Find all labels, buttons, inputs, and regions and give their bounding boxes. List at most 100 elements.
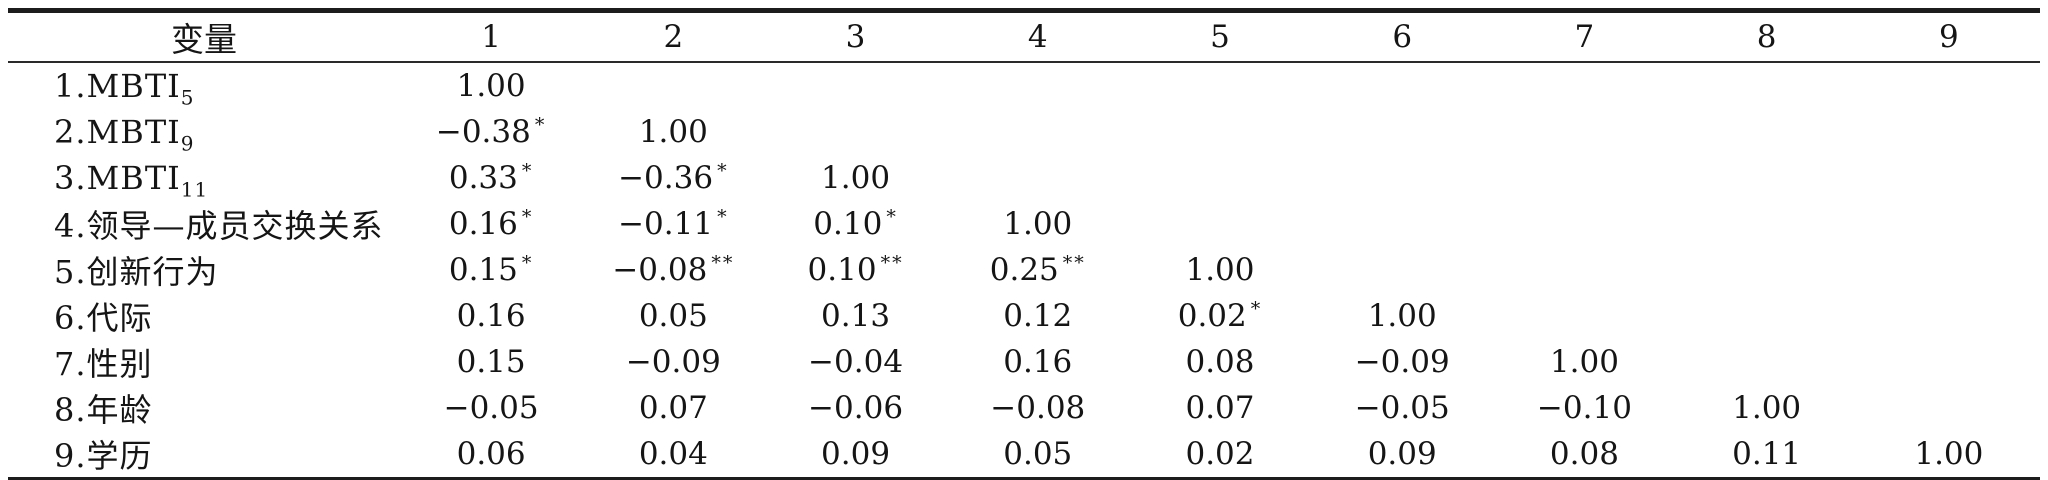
cell-r4-c7: [1493, 201, 1675, 247]
cell-r1-c4: [947, 62, 1129, 109]
cell-r2-c3: [764, 109, 946, 155]
correlation-value: 0.05: [638, 298, 708, 334]
cell-r4-c2: −0.11 *: [582, 201, 764, 247]
correlation-value: −0.38: [435, 114, 531, 150]
correlation-value: 0.25: [989, 252, 1059, 288]
correlation-value: 0.12: [1003, 298, 1073, 334]
cell-r4-c6: [1311, 201, 1493, 247]
cell-r7-c1: 0.15: [400, 339, 582, 385]
row-label: 7.性别: [8, 339, 400, 385]
cell-r4-c8: [1676, 201, 1858, 247]
header-col-7: 7: [1574, 19, 1595, 55]
correlation-value: 1.00: [821, 160, 891, 196]
significance-mark: *: [521, 205, 534, 228]
row-label: 3.MBTI11: [8, 155, 400, 201]
table-row: 3.MBTI11 0.33 * −0.36 * 1.00: [8, 155, 2040, 201]
row-label: 2.MBTI9: [8, 109, 400, 155]
correlation-value: −0.05: [1354, 390, 1450, 426]
correlation-value: −0.04: [808, 344, 904, 380]
header-col-9: 9: [1939, 19, 1959, 55]
row-label: 6.代际: [8, 293, 400, 339]
row-label-subscript: 11: [180, 177, 209, 202]
row-label-text: 5.创新行为: [54, 253, 219, 291]
row-label: 9.学历: [8, 431, 400, 480]
cell-r8-c7: −0.10: [1493, 385, 1675, 431]
correlation-value: 0.07: [1185, 390, 1255, 426]
cell-r5-c6: [1311, 247, 1493, 293]
cell-r4-c1: 0.16 *: [400, 201, 582, 247]
cell-r6-c9: [1858, 293, 2040, 339]
cell-r1-c9: [1858, 62, 2040, 109]
cell-r2-c2: 1.00: [582, 109, 764, 155]
table-row: 8.年龄 −0.05 0.07 −0.06 −0.08 0.07 −0.05 −0.10 1.0…: [8, 385, 2040, 431]
cell-r3-c1: 0.33 *: [400, 155, 582, 201]
correlation-value: 1.00: [1914, 436, 1984, 472]
cell-r1-c7: [1493, 62, 1675, 109]
correlation-value: 0.07: [638, 390, 708, 426]
header-col-3: 3: [845, 19, 866, 55]
cell-r5-c1: 0.15 *: [400, 247, 582, 293]
significance-mark: **: [711, 251, 735, 274]
table-row: 5.创新行为 0.15 * −0.08 ** 0.10 ** 0.25 ** 1.00: [8, 247, 2040, 293]
correlation-value: −0.08: [612, 252, 708, 288]
correlation-value: 0.13: [821, 298, 891, 334]
cell-r5-c5: 1.00: [1129, 247, 1311, 293]
cell-r1-c8: [1676, 62, 1858, 109]
header-col-8: 8: [1756, 19, 1777, 55]
cell-r8-c2: 0.07: [582, 385, 764, 431]
table-row: 1.MBTI5 1.00: [8, 62, 2040, 109]
cell-r5-c9: [1858, 247, 2040, 293]
cell-r4-c4: 1.00: [947, 201, 1129, 247]
table-row: 6.代际 0.16 0.05 0.13 0.12 0.02 * 1.00: [8, 293, 2040, 339]
row-label-text: 3.MBTI: [54, 159, 181, 197]
cell-r8-c5: 0.07: [1129, 385, 1311, 431]
cell-r7-c8: [1676, 339, 1858, 385]
cell-r9-c4: 0.05: [947, 431, 1129, 480]
correlation-value: 0.06: [456, 436, 526, 472]
correlation-value: 0.15: [456, 344, 526, 380]
correlation-value: 1.00: [1367, 298, 1437, 334]
header-col-4: 4: [1027, 19, 1048, 55]
correlation-value: 0.16: [448, 206, 518, 242]
correlation-value: −0.10: [1536, 390, 1632, 426]
cell-r9-c6: 0.09: [1311, 431, 1493, 480]
cell-r3-c5: [1129, 155, 1311, 201]
cell-r3-c3: 1.00: [764, 155, 946, 201]
correlation-value: 0.09: [1367, 436, 1437, 472]
cell-r4-c5: [1129, 201, 1311, 247]
cell-r8-c1: −0.05: [400, 385, 582, 431]
correlation-value: 0.08: [1185, 344, 1255, 380]
cell-r2-c7: [1493, 109, 1675, 155]
row-label: 1.MBTI5: [8, 62, 400, 109]
cell-r6-c2: 0.05: [582, 293, 764, 339]
header-col-5: 5: [1210, 19, 1230, 55]
significance-mark: *: [521, 159, 534, 182]
cell-r5-c7: [1493, 247, 1675, 293]
cell-r6-c1: 0.16: [400, 293, 582, 339]
cell-r8-c3: −0.06: [764, 385, 946, 431]
cell-r8-c8: 1.00: [1676, 385, 1858, 431]
cell-r6-c8: [1676, 293, 1858, 339]
cell-r8-c9: [1858, 385, 2040, 431]
correlation-value: 0.02: [1177, 298, 1247, 334]
row-label-text: 8.年龄: [54, 391, 153, 429]
row-label-text: 7.性别: [54, 345, 153, 383]
table-row: 4.领导—成员交换关系 0.16 * −0.11 * 0.10 * 1.00: [8, 201, 2040, 247]
row-label-text: 6.代际: [54, 299, 153, 337]
significance-mark: *: [534, 113, 547, 136]
row-label-text: 9.学历: [54, 437, 153, 475]
cell-r9-c2: 0.04: [582, 431, 764, 480]
significance-mark: *: [717, 159, 729, 182]
header-col-1: 1: [481, 19, 501, 55]
cell-r3-c7: [1493, 155, 1675, 201]
correlation-value: −0.09: [1354, 344, 1450, 380]
row-label-text: 1.MBTI: [54, 67, 181, 105]
row-label: 5.创新行为: [8, 247, 400, 293]
cell-r9-c3: 0.09: [764, 431, 946, 480]
header-variable-label: 变量: [171, 20, 237, 59]
row-label-text: 4.领导—成员交换关系: [54, 207, 384, 245]
correlation-value: 0.10: [807, 252, 877, 288]
cell-r4-c9: [1858, 201, 2040, 247]
